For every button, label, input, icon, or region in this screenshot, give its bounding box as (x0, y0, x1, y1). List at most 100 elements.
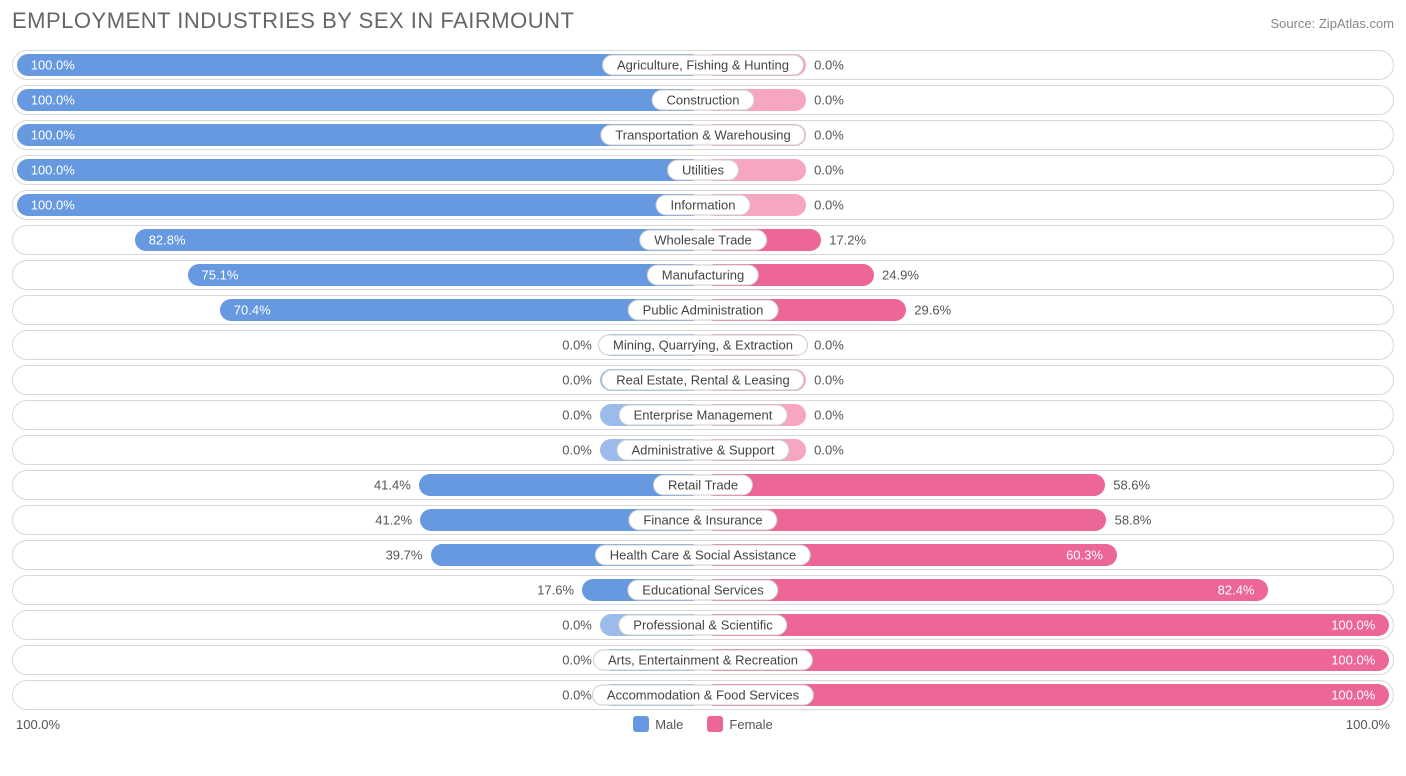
female-value-label: 24.9% (882, 268, 919, 283)
category-label: Retail Trade (653, 475, 753, 496)
male-bar (135, 229, 703, 251)
female-swatch-icon (707, 716, 723, 732)
axis-legend-row: 100.0% Male Female 100.0% (12, 716, 1394, 732)
male-bar (188, 264, 703, 286)
male-value-label: 0.0% (562, 338, 592, 353)
male-value-label: 100.0% (31, 93, 75, 108)
chart-row-inner: Manufacturing 75.1% 24.9% (17, 264, 1389, 286)
female-value-label: 58.6% (1113, 478, 1150, 493)
chart-row-inner: Mining, Quarrying, & Extraction 0.0% 0.0% (17, 334, 1389, 356)
female-value-label: 29.6% (914, 303, 951, 318)
female-value-label: 58.8% (1115, 513, 1152, 528)
chart-row: Accommodation & Food Services0.0% 100.0% (12, 680, 1394, 710)
category-label: Utilities (667, 160, 739, 181)
category-label: Real Estate, Rental & Leasing (601, 370, 804, 391)
chart-row: Real Estate, Rental & Leasing0.0%0.0% (12, 365, 1394, 395)
male-value-label: 0.0% (562, 373, 592, 388)
diverging-bar-chart: Agriculture, Fishing & Hunting100.0%0.0%… (12, 50, 1394, 710)
male-value-label: 100.0% (31, 163, 75, 178)
category-label: Arts, Entertainment & Recreation (593, 650, 813, 671)
chart-row-inner: Enterprise Management0.0%0.0% (17, 404, 1389, 426)
category-label: Transportation & Warehousing (600, 125, 805, 146)
female-value-label: 0.0% (814, 338, 844, 353)
chart-row: Agriculture, Fishing & Hunting100.0%0.0% (12, 50, 1394, 80)
female-bar (703, 579, 1268, 601)
female-bar (703, 614, 1389, 636)
male-value-label: 0.0% (562, 443, 592, 458)
chart-row: Transportation & Warehousing 100.0% 0.0% (12, 120, 1394, 150)
category-label: Mining, Quarrying, & Extraction (598, 335, 808, 356)
category-label: Educational Services (627, 580, 778, 601)
male-value-label: 82.8% (149, 233, 186, 248)
chart-row-inner: Finance & Insurance 41.2% 58.8% (17, 509, 1389, 531)
chart-row: Public Administration 70.4% 29.6% (12, 295, 1394, 325)
chart-row: Professional & Scientific 0.0% 100.0% (12, 610, 1394, 640)
axis-right-label: 100.0% (1346, 717, 1390, 732)
female-value-label: 100.0% (1331, 653, 1375, 668)
male-swatch-icon (633, 716, 649, 732)
chart-source: Source: ZipAtlas.com (1270, 16, 1394, 31)
chart-row-inner: Utilities 100.0% 0.0% (17, 159, 1389, 181)
category-label: Wholesale Trade (639, 230, 767, 251)
female-value-label: 0.0% (814, 408, 844, 423)
male-value-label: 0.0% (562, 618, 592, 633)
chart-row-inner: Accommodation & Food Services0.0% 100.0% (17, 684, 1389, 706)
male-value-label: 17.6% (537, 583, 574, 598)
category-label: Professional & Scientific (618, 615, 787, 636)
category-label: Finance & Insurance (628, 510, 777, 531)
chart-row: Mining, Quarrying, & Extraction 0.0% 0.0% (12, 330, 1394, 360)
chart-row-inner: Wholesale Trade 82.8% 17.2% (17, 229, 1389, 251)
male-value-label: 100.0% (31, 128, 75, 143)
chart-row-inner: Health Care & Social Assistance39.7%60.3… (17, 544, 1389, 566)
chart-row: Finance & Insurance 41.2% 58.8% (12, 505, 1394, 535)
female-value-label: 0.0% (814, 198, 844, 213)
male-value-label: 70.4% (234, 303, 271, 318)
chart-row: Utilities 100.0% 0.0% (12, 155, 1394, 185)
male-bar (17, 159, 703, 181)
female-bar (703, 474, 1105, 496)
category-label: Public Administration (628, 300, 779, 321)
chart-row: Enterprise Management0.0%0.0% (12, 400, 1394, 430)
chart-row-inner: Agriculture, Fishing & Hunting100.0%0.0% (17, 54, 1389, 76)
chart-row: Retail Trade 41.4% 58.6% (12, 470, 1394, 500)
legend: Male Female (633, 716, 773, 732)
chart-row: Administrative & Support0.0%0.0% (12, 435, 1394, 465)
male-value-label: 41.2% (375, 513, 412, 528)
chart-row-inner: Retail Trade 41.4% 58.6% (17, 474, 1389, 496)
chart-row: Construction100.0%0.0% (12, 85, 1394, 115)
category-label: Construction (652, 90, 755, 111)
chart-row-inner: Administrative & Support0.0%0.0% (17, 439, 1389, 461)
male-value-label: 0.0% (562, 408, 592, 423)
female-value-label: 0.0% (814, 128, 844, 143)
chart-row-inner: Arts, Entertainment & Recreation0.0% 100.… (17, 649, 1389, 671)
category-label: Manufacturing (647, 265, 759, 286)
chart-row: Wholesale Trade 82.8% 17.2% (12, 225, 1394, 255)
chart-row: Educational Services 17.6% 82.4% (12, 575, 1394, 605)
category-label: Accommodation & Food Services (592, 685, 814, 706)
female-value-label: 0.0% (814, 58, 844, 73)
chart-row-inner: Transportation & Warehousing 100.0% 0.0% (17, 124, 1389, 146)
chart-title: EMPLOYMENT INDUSTRIES BY SEX IN FAIRMOUN… (12, 8, 574, 34)
female-value-label: 100.0% (1331, 618, 1375, 633)
male-value-label: 0.0% (562, 653, 592, 668)
legend-male: Male (633, 716, 683, 732)
female-value-label: 17.2% (829, 233, 866, 248)
category-label: Agriculture, Fishing & Hunting (602, 55, 804, 76)
male-value-label: 75.1% (202, 268, 239, 283)
female-value-label: 82.4% (1218, 583, 1255, 598)
axis-left-label: 100.0% (16, 717, 60, 732)
chart-row: Information100.0%0.0% (12, 190, 1394, 220)
chart-row-inner: Professional & Scientific 0.0% 100.0% (17, 614, 1389, 636)
male-value-label: 41.4% (374, 478, 411, 493)
chart-header: EMPLOYMENT INDUSTRIES BY SEX IN FAIRMOUN… (12, 8, 1394, 34)
female-value-label: 60.3% (1066, 548, 1103, 563)
legend-female: Female (707, 716, 772, 732)
category-label: Information (655, 195, 750, 216)
female-value-label: 100.0% (1331, 688, 1375, 703)
male-bar (17, 194, 703, 216)
chart-row-inner: Public Administration 70.4% 29.6% (17, 299, 1389, 321)
male-value-label: 0.0% (562, 688, 592, 703)
chart-row: Arts, Entertainment & Recreation0.0% 100.… (12, 645, 1394, 675)
female-value-label: 0.0% (814, 163, 844, 178)
chart-row-inner: Educational Services 17.6% 82.4% (17, 579, 1389, 601)
